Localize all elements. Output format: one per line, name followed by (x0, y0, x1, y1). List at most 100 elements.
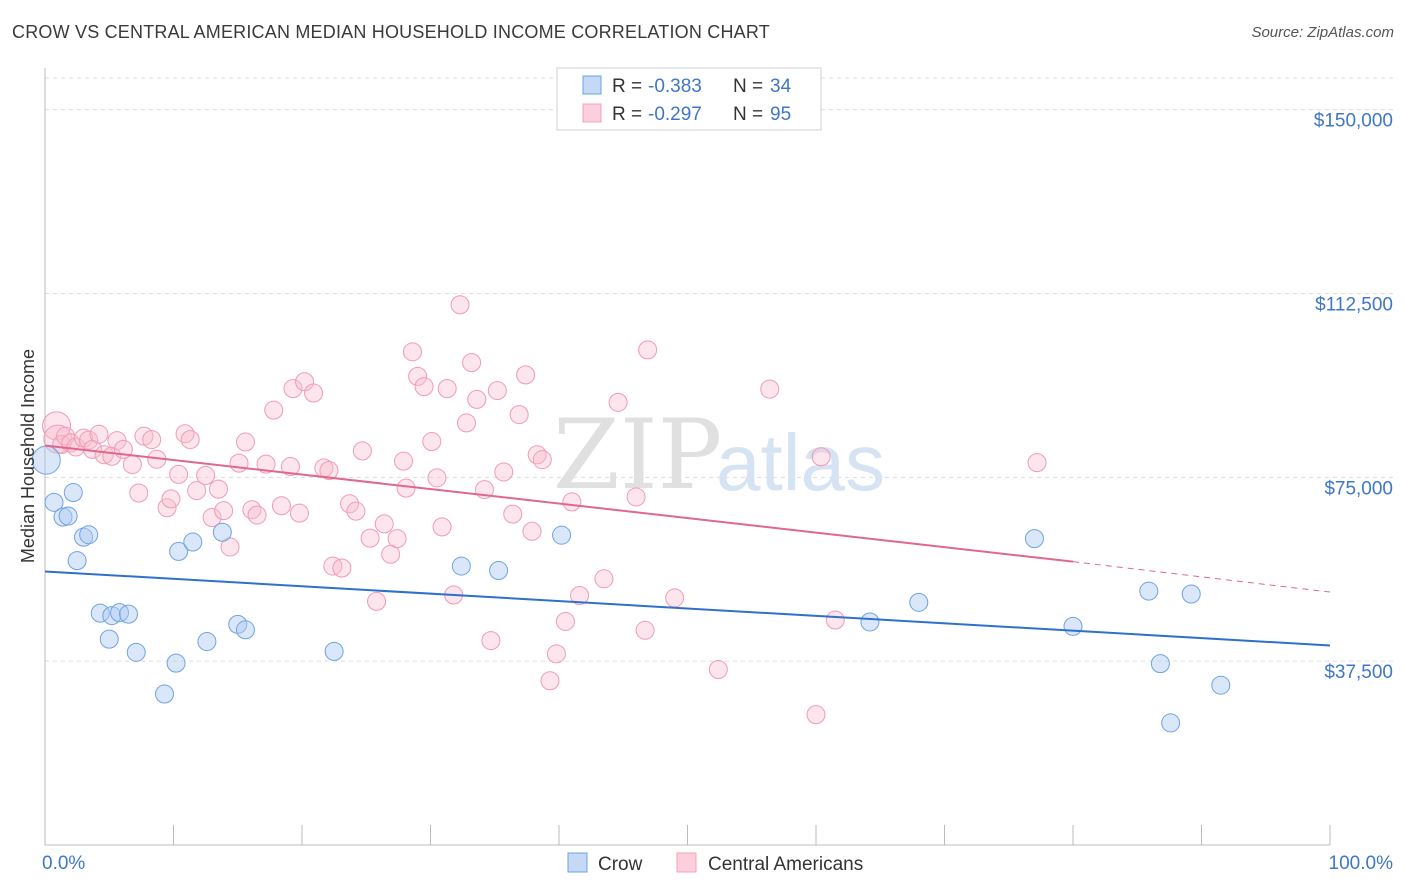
y-tick-label: $112,500 (1315, 295, 1393, 316)
crow-point (63, 483, 83, 503)
tick-labels: $37,500 $75,000 $112,500 $150,000 0.0% 100.0% (42, 111, 1393, 874)
crow-point (53, 507, 73, 527)
central-point (825, 610, 845, 630)
crow-point (1024, 529, 1044, 549)
crow-point (169, 541, 189, 561)
bottom-legend-central-swatch (676, 852, 697, 873)
central-point (196, 465, 216, 485)
crow-point (90, 603, 110, 623)
central-point (414, 377, 434, 397)
legend-central-r-value: -0.297 (648, 104, 702, 125)
central-point (42, 411, 72, 441)
trend-lines (44, 444, 1331, 647)
legend-crow-r-value: -0.383 (648, 76, 702, 97)
central-point (462, 353, 482, 373)
central-point (289, 503, 309, 523)
legend-crow-n-label: N = (733, 76, 763, 97)
central-point (271, 496, 291, 516)
central-point (187, 481, 207, 501)
central-point (283, 379, 303, 399)
central-point (608, 392, 628, 412)
x-tick-label-end: 100.0% (1329, 853, 1394, 874)
crow-point (860, 612, 880, 632)
central-point (811, 447, 831, 467)
chart-title: CROW VS CENTRAL AMERICAN MEDIAN HOUSEHOL… (12, 22, 770, 42)
x-tick-label-start: 0.0% (42, 853, 85, 874)
central-point (422, 432, 442, 452)
central-point (340, 494, 360, 514)
crow-point (489, 560, 509, 580)
central-point (532, 450, 552, 470)
central-point (638, 340, 658, 360)
source-label: Source: ZipAtlas.com (1251, 24, 1394, 41)
central-point (367, 591, 387, 611)
bottom-legend-crow-swatch (567, 852, 588, 873)
central-point (540, 671, 560, 691)
crow-point (183, 532, 203, 552)
central-point (555, 611, 575, 631)
crow-point (1063, 616, 1083, 636)
top-legend: R = -0.383 N = 34 R = -0.297 N = 95 (556, 67, 822, 131)
central-point (214, 501, 234, 521)
central-point (129, 483, 149, 503)
central-point (562, 492, 582, 512)
crow-point (552, 525, 572, 545)
crow-point (451, 556, 471, 576)
crow-point (166, 653, 186, 673)
central-point (594, 569, 614, 589)
central-point (175, 424, 195, 444)
central-point (242, 500, 262, 520)
central-point (352, 441, 372, 461)
bottom-legend: Crow Central Americans (567, 852, 863, 875)
crow-point (909, 592, 929, 612)
crow-point (1161, 713, 1181, 733)
central-point (516, 365, 536, 385)
central-point (432, 517, 452, 537)
central-point (346, 501, 366, 521)
central-point (481, 631, 501, 651)
crow-point (44, 492, 64, 512)
central-point (635, 620, 655, 640)
bottom-legend-crow-label: Crow (598, 854, 643, 875)
central-point (408, 366, 428, 386)
watermark: ZIP atlas (553, 399, 885, 511)
central-point (202, 508, 222, 528)
legend-central-swatch (582, 103, 602, 123)
central-point (374, 514, 394, 534)
central-point (487, 381, 507, 401)
central-point (509, 405, 529, 425)
crow-point (102, 606, 122, 626)
central-point (450, 295, 470, 315)
central-point (161, 489, 181, 509)
y-tick-label: $75,000 (1324, 478, 1393, 499)
crow-point (79, 525, 99, 545)
y-tick-label: $150,000 (1314, 111, 1393, 132)
central-point (79, 430, 99, 450)
y-tick-label: $37,500 (1324, 662, 1393, 683)
central-point (122, 455, 142, 475)
legend-crow-swatch (582, 75, 602, 95)
central-point (280, 457, 300, 477)
bottom-legend-central-label: Central Americans (708, 854, 863, 875)
legend-crow-r-label: R = (612, 76, 642, 97)
central-point (169, 464, 189, 484)
crow-trend-line (44, 570, 1331, 647)
central-point (180, 430, 200, 450)
central-point (304, 383, 324, 403)
central-point (142, 430, 162, 450)
central-point (319, 460, 339, 480)
legend-central-n-value: 95 (770, 104, 791, 125)
crow-point (1139, 581, 1159, 601)
central-point (437, 379, 457, 399)
central-point (456, 413, 476, 433)
central-point (247, 505, 267, 525)
central-point (396, 478, 416, 498)
central-point (394, 451, 414, 471)
crow-point (1211, 675, 1231, 695)
crow-point (235, 620, 255, 640)
central-trend-extension (1072, 561, 1331, 593)
central-point (264, 400, 284, 420)
y-axis-title: Median Household Income (18, 349, 38, 563)
crow-points (31, 445, 1231, 733)
